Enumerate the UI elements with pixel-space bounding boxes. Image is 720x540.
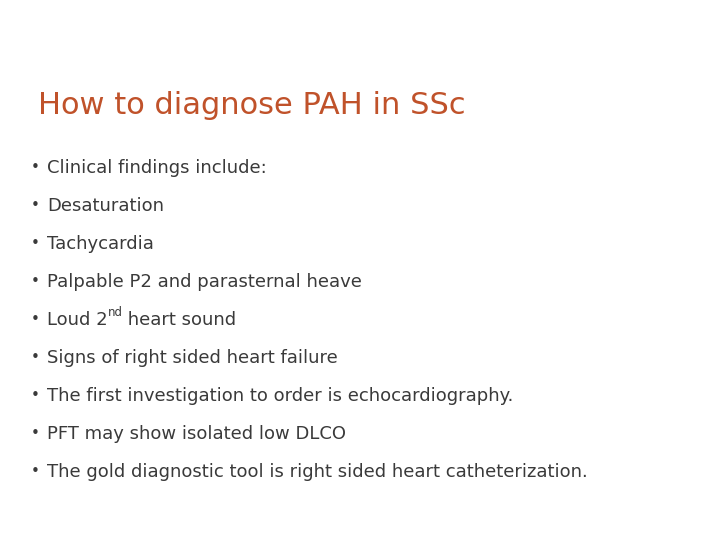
Text: The gold diagnostic tool is right sided heart catheterization.: The gold diagnostic tool is right sided … <box>47 463 588 481</box>
Text: nd: nd <box>107 306 122 319</box>
Text: •: • <box>31 199 40 213</box>
Text: Tachycardia: Tachycardia <box>47 235 153 253</box>
Text: •: • <box>31 313 40 327</box>
Text: •: • <box>31 388 40 403</box>
Text: Palpable P2 and parasternal heave: Palpable P2 and parasternal heave <box>47 273 361 291</box>
Text: •: • <box>31 160 40 176</box>
Text: Desaturation: Desaturation <box>47 197 164 215</box>
Text: Loud 2: Loud 2 <box>47 311 107 329</box>
Text: Signs of right sided heart failure: Signs of right sided heart failure <box>47 349 338 367</box>
Text: •: • <box>31 350 40 366</box>
Text: •: • <box>31 464 40 480</box>
Text: Clinical findings include:: Clinical findings include: <box>47 159 266 177</box>
Text: How to diagnose PAH in SSc: How to diagnose PAH in SSc <box>38 91 466 119</box>
Text: •: • <box>31 274 40 289</box>
Text: •: • <box>31 237 40 252</box>
Text: heart sound: heart sound <box>122 311 237 329</box>
Text: •: • <box>31 427 40 442</box>
Text: PFT may show isolated low DLCO: PFT may show isolated low DLCO <box>47 425 346 443</box>
Text: The first investigation to order is echocardiography.: The first investigation to order is echo… <box>47 387 513 405</box>
